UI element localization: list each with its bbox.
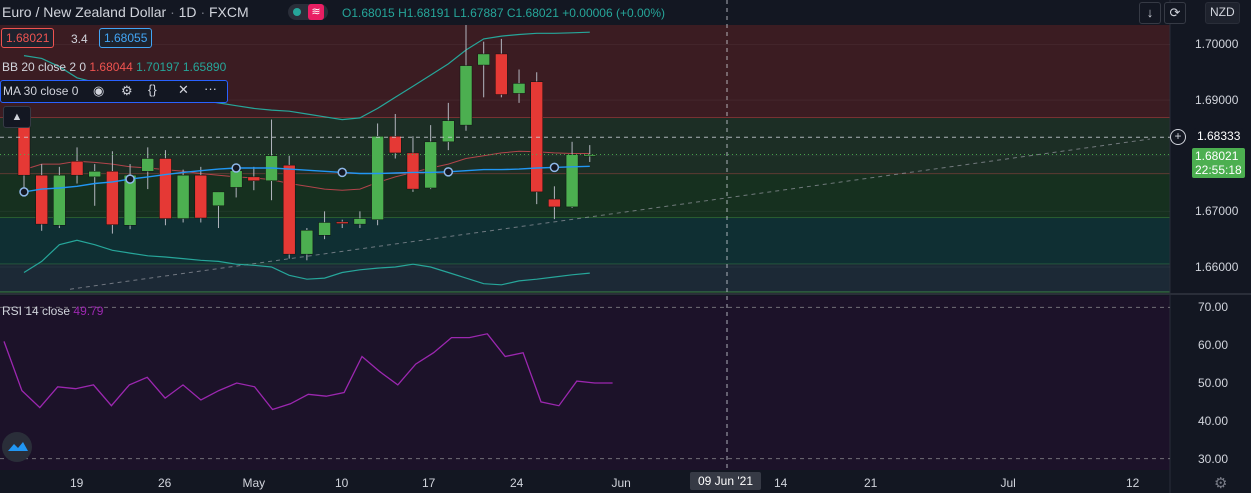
settings-icon[interactable]: ⚙ <box>121 83 133 98</box>
candle-body <box>17 122 31 176</box>
candle-body <box>212 191 225 207</box>
candle-body <box>389 136 402 154</box>
bb-legend[interactable]: BB 20 close 2 0 1.68044 1.70197 1.65890 <box>2 60 227 74</box>
scroll-down-button[interactable]: ↓ <box>1139 2 1161 24</box>
candle-body <box>229 170 243 188</box>
collapse-legend-button[interactable]: ▲ <box>3 106 31 128</box>
spread: 3.4 <box>71 32 88 46</box>
symbol-name: Euro / New Zealand Dollar <box>2 4 167 20</box>
candle-body <box>406 152 420 190</box>
ohlc-readout: O1.68015 H1.68191 L1.67887 C1.68021 +0.0… <box>342 6 665 20</box>
rsi-tick-label: 70.00 <box>1198 300 1229 315</box>
bb-lower-line <box>23 239 590 286</box>
time-tick-label: May <box>242 476 266 490</box>
status-dot-icon <box>293 8 301 16</box>
reset-chart-button[interactable]: ⟳ <box>1164 2 1186 24</box>
bar-countdown: 22:55:18 <box>1195 162 1242 177</box>
candle-body <box>88 171 101 178</box>
ma-label: MA 30 close 0 <box>3 84 79 98</box>
rsi-tick-label: 60.00 <box>1198 338 1229 353</box>
candle-body <box>565 154 579 208</box>
settings-gear-icon[interactable]: ⚙ <box>1214 475 1228 492</box>
ma30-line <box>23 165 590 193</box>
time-tick-label: 24 <box>510 476 524 490</box>
price-tick-label: 1.70000 <box>1195 37 1239 52</box>
time-tick-label: 26 <box>158 476 172 490</box>
add-alert-icon[interactable]: + <box>1170 129 1186 146</box>
time-tick-label: Jun <box>611 476 631 490</box>
ma-marker <box>443 167 454 177</box>
time-tick-label: 17 <box>422 476 436 490</box>
eye-icon[interactable]: ◉ <box>93 83 105 98</box>
time-tick-label: Jul <box>1000 476 1016 490</box>
logo-mountain-icon <box>8 442 28 451</box>
time-tick-label: 14 <box>774 476 788 490</box>
candle-body <box>459 65 473 126</box>
currency-badge[interactable]: NZD <box>1205 2 1240 24</box>
ma-legend[interactable]: MA 30 close 0 ◉ ⚙ {} ✕ ··· <box>0 80 228 103</box>
candle-body <box>35 174 48 225</box>
rsi-line <box>3 333 613 411</box>
candle-body <box>495 53 508 95</box>
candle-body <box>194 174 208 219</box>
time-tick-label: 19 <box>70 476 84 490</box>
ma-marker <box>125 174 135 184</box>
last-price-label: 1.68021 22:55:18 <box>1192 147 1245 178</box>
price-zone <box>0 218 1170 265</box>
tradingview-logo[interactable] <box>2 432 32 462</box>
ma-marker <box>19 187 29 197</box>
time-tick-label: 10 <box>335 476 349 490</box>
rsi-tick-label: 40.00 <box>1198 413 1229 428</box>
candle-body <box>247 176 261 181</box>
close-icon[interactable]: ✕ <box>178 82 189 97</box>
bid-box[interactable]: 1.68021 <box>1 28 55 48</box>
time-tick-label: 12 <box>1126 476 1140 490</box>
price-tick-label: 1.67000 <box>1195 204 1239 219</box>
candle-body <box>442 120 455 143</box>
candle-body <box>106 171 119 225</box>
rsi-legend[interactable]: RSI 14 close 49.79 <box>2 304 104 318</box>
candle-body <box>141 158 155 172</box>
crosshair-price-label: 1.68333 <box>1194 128 1244 145</box>
candle-body <box>583 154 597 157</box>
price-zone <box>0 117 1170 175</box>
market-status-icon[interactable]: ≋ <box>288 4 328 20</box>
price-zone <box>0 264 1170 292</box>
rsi-pane <box>0 296 1170 470</box>
wave-icon: ≋ <box>308 4 324 20</box>
rsi-tick-label: 30.00 <box>1198 451 1229 466</box>
candle-body <box>477 53 490 66</box>
candle-body <box>424 141 437 189</box>
candle-body <box>512 83 526 94</box>
symbol-title[interactable]: Euro / New Zealand Dollar · 1D · FXCM <box>2 4 249 20</box>
candle-body <box>282 164 296 255</box>
trendline <box>69 138 1151 290</box>
time-tick-label: 21 <box>864 476 878 490</box>
candle-body <box>318 222 331 236</box>
ask-box[interactable]: 1.68055 <box>99 28 153 48</box>
source-code-icon[interactable]: {} <box>148 82 157 97</box>
ma-marker <box>549 162 560 173</box>
candle-body <box>548 198 561 208</box>
candle-body <box>371 136 384 220</box>
price-tick-label: 1.66000 <box>1195 259 1239 274</box>
bb-basis-line <box>23 150 590 191</box>
crosshair-date-label: 09 Jun '21 <box>690 472 762 490</box>
candle-body <box>70 161 84 176</box>
candle-body <box>335 221 349 224</box>
candle-body <box>176 174 190 219</box>
price-tick-label: 1.69000 <box>1195 93 1239 108</box>
interval: 1D <box>178 4 197 20</box>
ma-marker <box>337 167 347 178</box>
ma-marker <box>231 163 241 173</box>
more-icon[interactable]: ··· <box>204 81 217 96</box>
rsi-tick-label: 50.00 <box>1198 376 1229 390</box>
candle-body <box>353 218 367 225</box>
candle-body <box>53 174 66 226</box>
candle-body <box>300 230 314 255</box>
exchange: FXCM <box>209 4 249 20</box>
candle-body <box>159 158 172 219</box>
